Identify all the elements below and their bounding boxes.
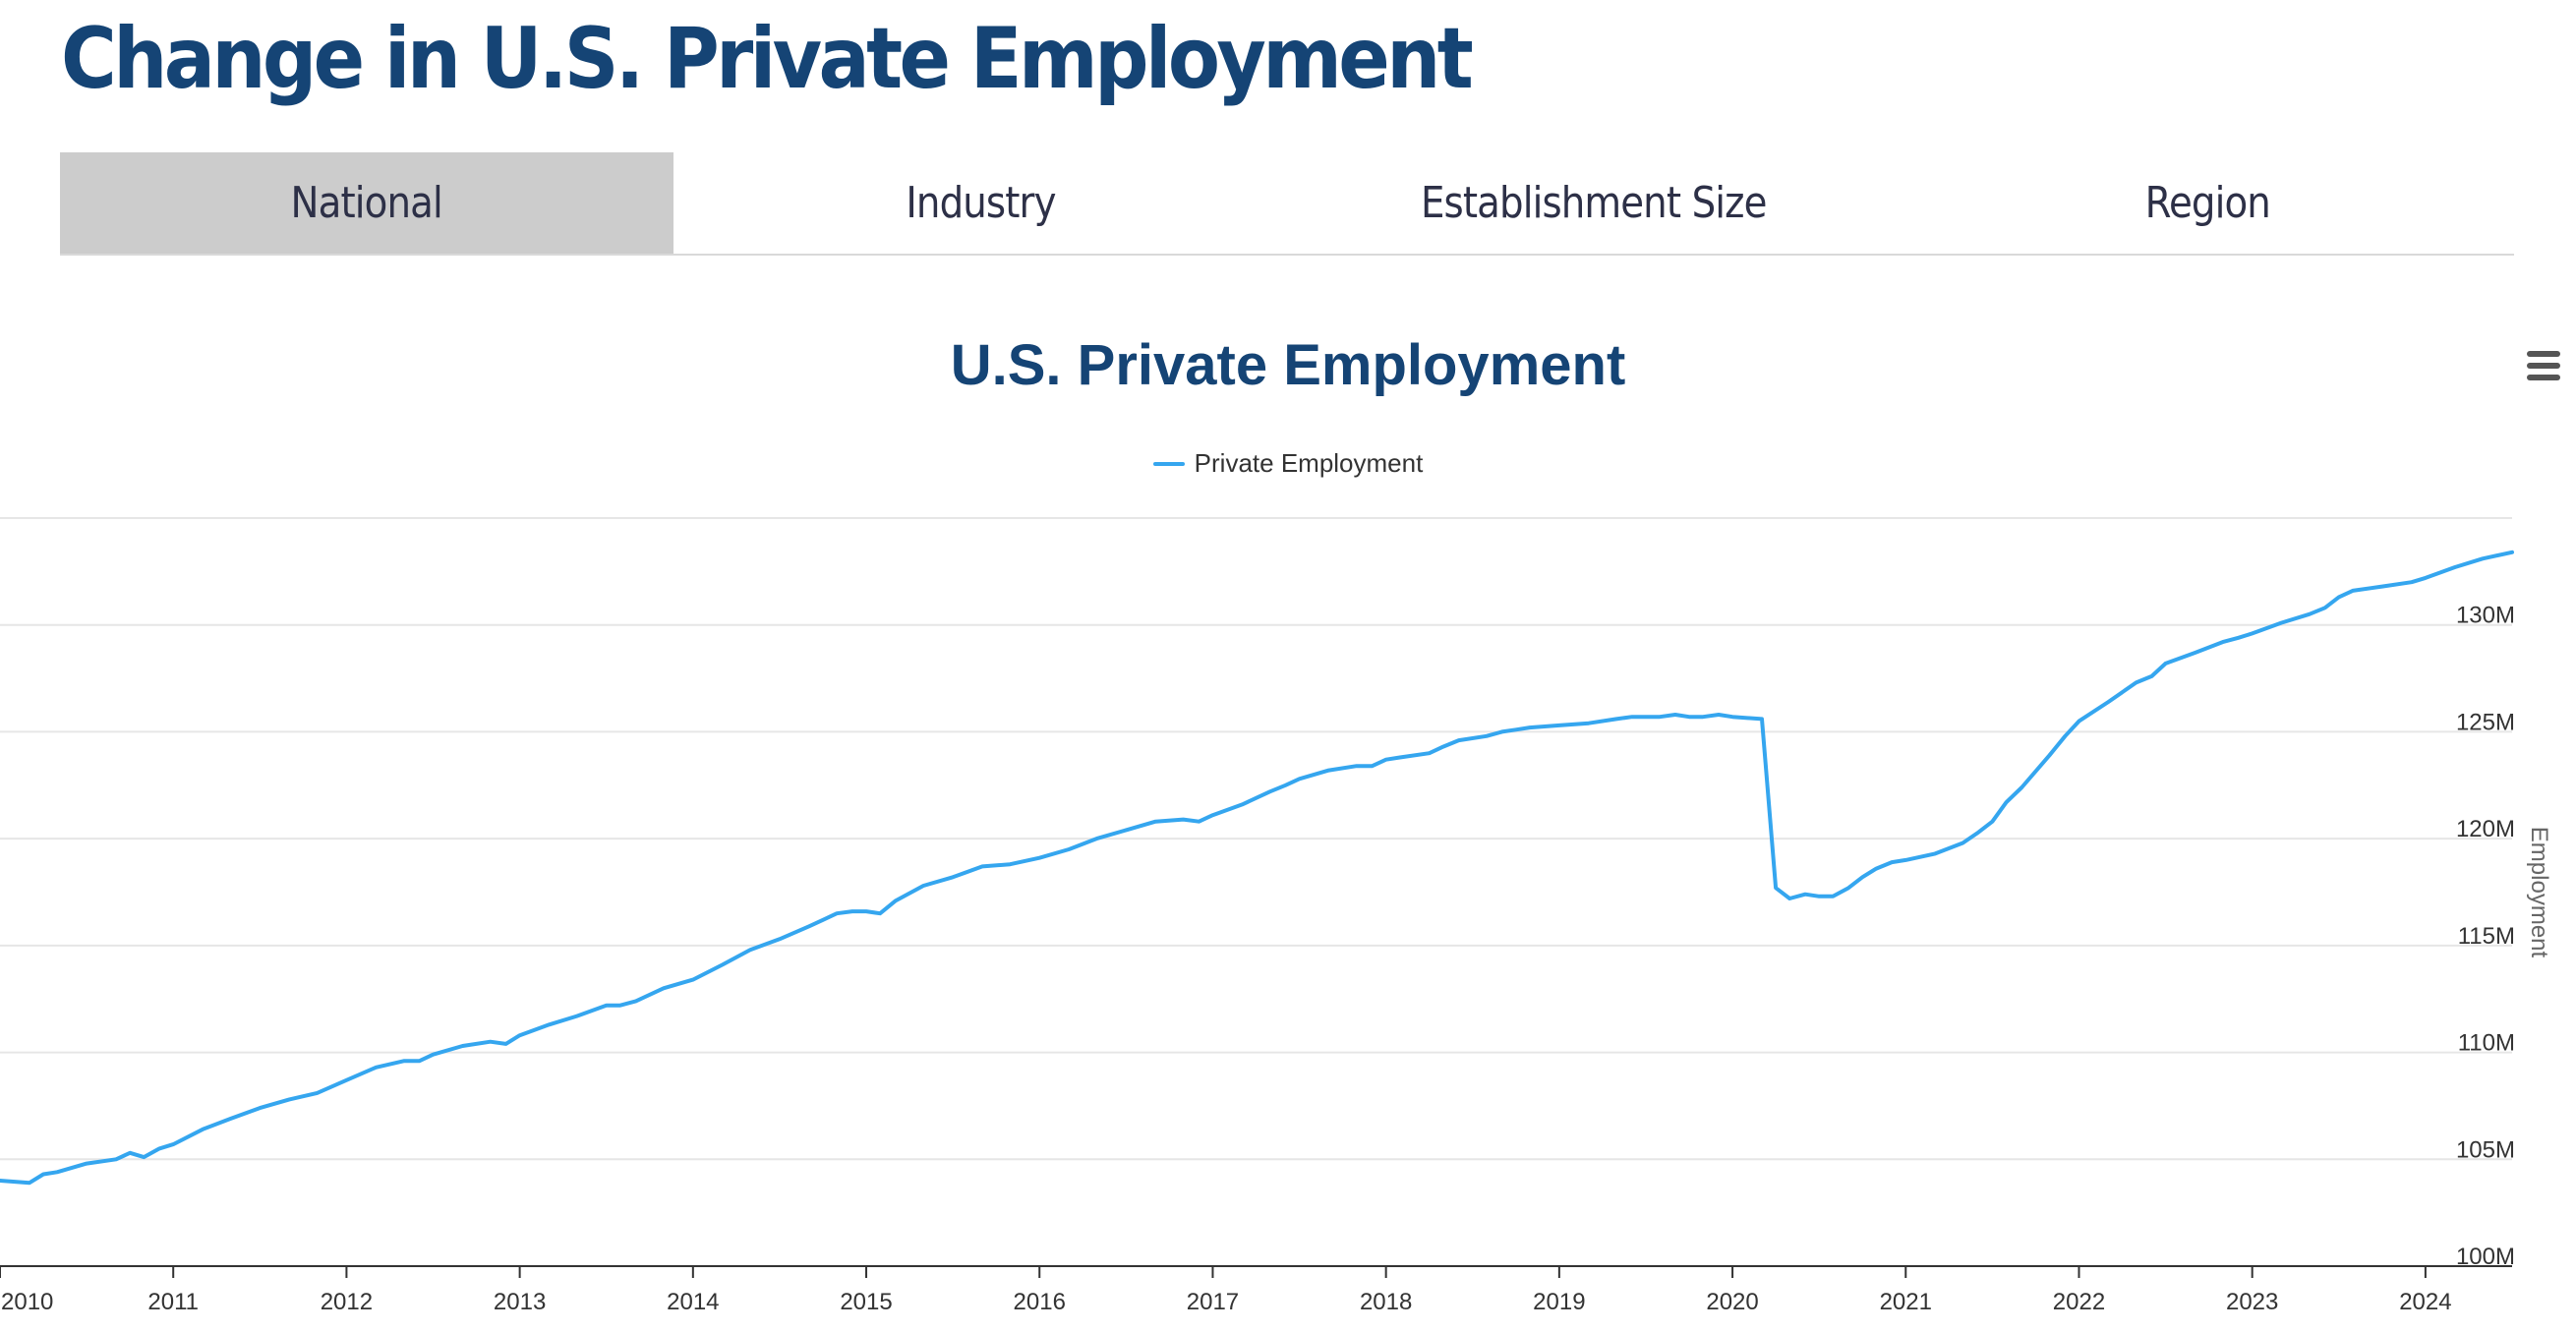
- x-tick-label: 2012: [321, 1289, 373, 1315]
- tab-industry-label: Industry: [905, 178, 1056, 228]
- x-tick-label: 2010: [1, 1289, 53, 1315]
- tab-region[interactable]: Region: [1901, 152, 2514, 254]
- x-tick-label: 2016: [1014, 1289, 1066, 1315]
- y-tick-label: 115M: [2458, 923, 2515, 950]
- x-tick-label: 2024: [2399, 1289, 2451, 1315]
- y-tick-label: 120M: [2456, 816, 2515, 842]
- x-tick-label: 2011: [147, 1289, 199, 1315]
- legend-label: Private Employment: [1194, 448, 1424, 478]
- y-tick-label: 110M: [2458, 1030, 2515, 1057]
- x-tick-label: 2020: [1706, 1289, 1758, 1315]
- hamburger-menu-icon[interactable]: [2527, 351, 2560, 380]
- chart-legend[interactable]: Private Employment: [0, 448, 2576, 479]
- x-tick-label: 2017: [1187, 1289, 1239, 1315]
- tab-region-label: Region: [2144, 178, 2270, 228]
- x-tick-label: 2018: [1360, 1289, 1412, 1315]
- x-tick-label: 2019: [1533, 1289, 1585, 1315]
- x-tick-label: 2014: [667, 1289, 719, 1315]
- tab-industry[interactable]: Industry: [673, 152, 1287, 254]
- x-tick-label: 2015: [840, 1289, 892, 1315]
- x-tick-label: 2023: [2226, 1289, 2278, 1315]
- tab-national-label: National: [290, 178, 443, 228]
- tab-establishment-size-label: Establishment Size: [1421, 178, 1767, 228]
- y-tick-label: 130M: [2456, 603, 2515, 629]
- y-axis-title: Employment: [2526, 827, 2552, 958]
- legend-line-swatch: [1152, 461, 1185, 466]
- page-title: Change in U.S. Private Employment: [61, 10, 1474, 108]
- tab-establishment-size[interactable]: Establishment Size: [1287, 152, 1901, 254]
- y-tick-label: 105M: [2456, 1136, 2515, 1163]
- x-tick-label: 2013: [494, 1289, 546, 1315]
- y-tick-label: 125M: [2456, 709, 2515, 735]
- series-line-private-employment: [0, 550, 2514, 1186]
- x-tick-label: 2022: [2053, 1289, 2105, 1315]
- tab-bar: National Industry Establishment Size Reg…: [60, 152, 2514, 256]
- chart-title: U.S. Private Employment: [950, 333, 1626, 397]
- x-tick-label: 2021: [1880, 1289, 1932, 1315]
- tab-national[interactable]: National: [60, 152, 673, 254]
